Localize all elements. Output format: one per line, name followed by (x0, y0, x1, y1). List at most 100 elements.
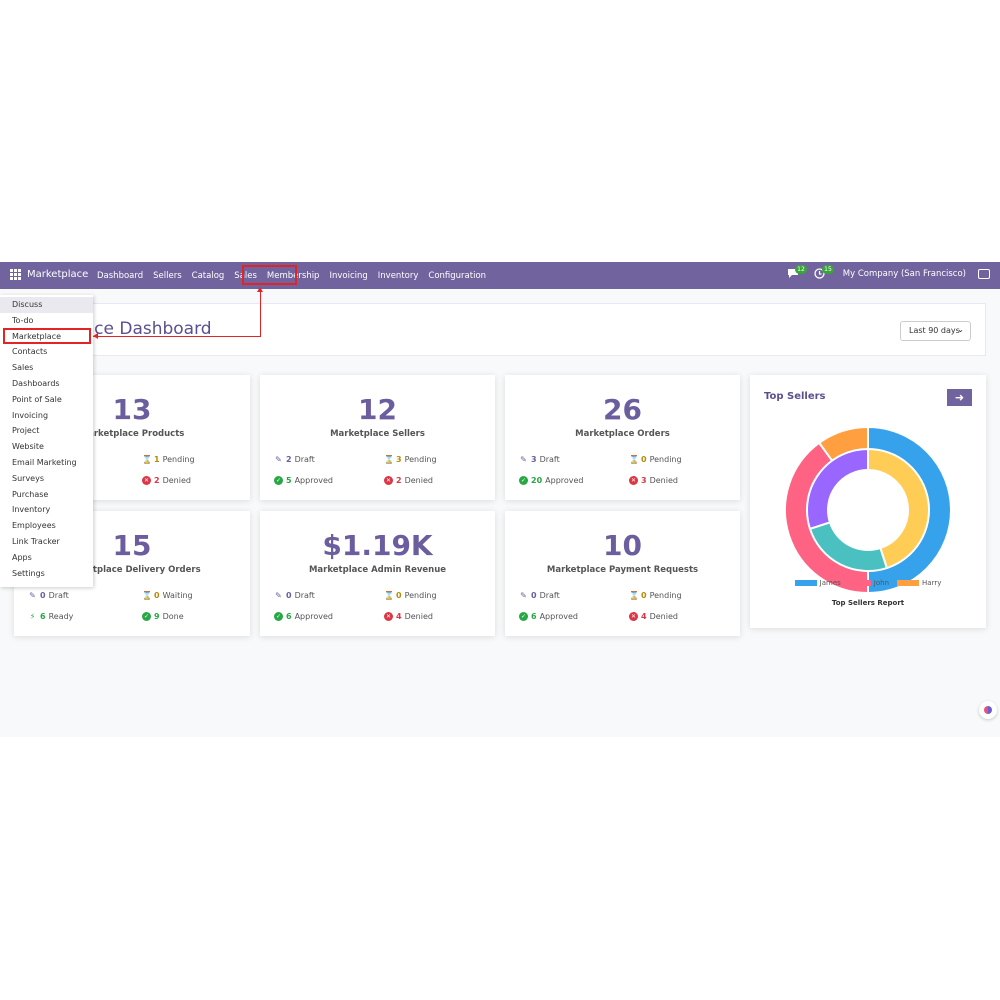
user-avatar-icon[interactable] (978, 269, 990, 279)
app-menu-item-surveys[interactable]: Surveys (12, 473, 44, 483)
revenue-denied[interactable]: ✕ 4 Denied (384, 612, 433, 621)
check-circle-icon: ✓ (274, 476, 283, 485)
app-menu-item-employees[interactable]: Employees (12, 521, 56, 531)
chart-legend: James John Harry (750, 579, 986, 587)
revenue-pending[interactable]: ⌛ 0 Pending (384, 591, 437, 600)
period-select-value: Last 90 days (909, 326, 960, 335)
apps-grid-icon[interactable] (10, 269, 21, 280)
app-menu-item-settings[interactable]: Settings (12, 568, 45, 578)
app-menu-item-inventory[interactable]: Inventory (12, 505, 51, 515)
products-count: 13 (112, 393, 152, 426)
times-circle-icon: ✕ (629, 612, 638, 621)
app-menu-item-link-tracker[interactable]: Link Tracker (12, 536, 60, 546)
annotation-arrow-vertical (260, 290, 261, 337)
card-payment-requests[interactable]: 10 Marketplace Payment Requests ✎ 0 Draf… (505, 511, 740, 636)
products-denied[interactable]: ✕ 2 Denied (142, 476, 191, 485)
sellers-count: 12 (358, 393, 397, 426)
assistant-button[interactable] (979, 701, 997, 719)
menu-sales[interactable]: Sales (234, 271, 257, 281)
edit-icon: ✎ (29, 591, 36, 600)
check-circle-icon: ✓ (519, 612, 528, 621)
app-menu-item-apps[interactable]: Apps (12, 552, 32, 562)
arrow-right-button[interactable]: ➜ (947, 389, 972, 406)
app-menu-item-contacts[interactable]: Contacts (12, 347, 48, 357)
orders-draft[interactable]: ✎ 3 Draft (520, 455, 560, 464)
legend-item[interactable]: John (848, 579, 889, 587)
legend-item[interactable]: Harry (897, 579, 941, 587)
payments-denied[interactable]: ✕ 4 Denied (629, 612, 678, 621)
hourglass-icon: ⌛ (629, 455, 639, 464)
card-admin-revenue[interactable]: $1.19K Marketplace Admin Revenue ✎ 0 Dra… (260, 511, 495, 636)
menu-dashboard[interactable]: Dashboard (97, 271, 144, 281)
app-menu-item-marketplace[interactable]: Marketplace (12, 331, 62, 341)
payments-pending[interactable]: ⌛ 0 Pending (629, 591, 682, 600)
app-menu-item-project[interactable]: Project (12, 426, 40, 436)
times-circle-icon: ✕ (384, 612, 393, 621)
app-menu-item-purchase[interactable]: Purchase (12, 489, 49, 499)
delivery-waiting[interactable]: ⌛ 0 Waiting (142, 591, 193, 600)
donut-slice[interactable] (867, 447, 930, 570)
sellers-denied[interactable]: ✕ 2 Denied (384, 476, 433, 485)
chart-caption: Top Sellers Report (831, 599, 905, 607)
top-sellers-title: Top Sellers (764, 391, 826, 402)
navbar-right: 12 15 My Company (San Francisco) (787, 265, 990, 280)
payments-label: Marketplace Payment Requests (546, 565, 699, 575)
revenue-draft[interactable]: ✎ 0 Draft (275, 591, 315, 600)
products-label: Marketplace Products (79, 429, 185, 439)
app-menu-item-website[interactable]: Website (12, 442, 44, 452)
delivery-draft[interactable]: ✎ 0 Draft (29, 591, 69, 600)
sellers-draft[interactable]: ✎ 2 Draft (275, 455, 315, 464)
dashboard-header: lace Dashboard Last 90 days ⌄ (14, 303, 986, 356)
menu-catalog[interactable]: Catalog (191, 271, 225, 281)
delivery-label: Marketplace Delivery Orders (63, 565, 201, 575)
legend-item[interactable]: James (794, 579, 841, 587)
app-menu-item-email-marketing[interactable]: Email Marketing (12, 457, 77, 467)
revenue-label: Marketplace Admin Revenue (308, 565, 447, 575)
membership-highlight-box (242, 265, 297, 285)
period-select[interactable]: Last 90 days ⌄ (900, 321, 971, 341)
hourglass-icon: ⌛ (142, 591, 152, 600)
top-sellers-card: Top Sellers ➜ James John Harry Top Selle… (750, 375, 986, 628)
edit-icon: ✎ (275, 455, 282, 464)
hourglass-icon: ⌛ (384, 455, 394, 464)
sellers-pending[interactable]: ⌛ 3 Pending (384, 455, 437, 464)
app-container: Marketplace Dashboard Sellers Catalog Sa… (0, 262, 1000, 737)
delivery-done[interactable]: ✓ 9 Done (142, 612, 184, 621)
revenue-amount: $1.19K (322, 529, 433, 562)
menu-sellers[interactable]: Sellers (153, 271, 182, 281)
times-circle-icon: ✕ (384, 476, 393, 485)
messages-icon[interactable]: 12 (787, 265, 807, 280)
revenue-approved[interactable]: ✓ 6 Approved (274, 612, 333, 621)
app-menu-item-to-do[interactable]: To-do (12, 315, 34, 325)
annotation-arrow-horizontal (93, 336, 261, 337)
donut-slice[interactable] (806, 447, 869, 531)
app-menu-item-dashboards[interactable]: Dashboards (12, 378, 60, 388)
orders-pending[interactable]: ⌛ 0 Pending (629, 455, 682, 464)
activities-clock-icon[interactable]: 15 (814, 265, 834, 280)
payments-count: 10 (603, 529, 642, 562)
menu-membership[interactable]: Membership (266, 271, 320, 281)
menu-inventory[interactable]: Inventory (377, 271, 419, 281)
sellers-approved[interactable]: ✓ 5 Approved (274, 476, 333, 485)
app-menu-item-sales[interactable]: Sales (12, 363, 34, 373)
payments-approved[interactable]: ✓ 6 Approved (519, 612, 578, 621)
annotation-arrowhead-left (93, 333, 98, 339)
menu-configuration[interactable]: Configuration (428, 271, 487, 281)
orders-denied[interactable]: ✕ 3 Denied (629, 476, 678, 485)
app-menu-item-invoicing[interactable]: Invoicing (12, 410, 49, 420)
payments-draft[interactable]: ✎ 0 Draft (520, 591, 560, 600)
sellers-label: Marketplace Sellers (330, 429, 425, 439)
orders-approved[interactable]: ✓ 20 Approved (519, 476, 584, 485)
card-orders[interactable]: 26 Marketplace Orders ✎ 3 Draft ⌛ 0 Pend… (505, 375, 740, 500)
app-menu-item-discuss[interactable]: Discuss (0, 297, 93, 313)
menu-invoicing[interactable]: Invoicing (329, 271, 368, 281)
orders-label: Marketplace Orders (575, 429, 670, 439)
delivery-ready[interactable]: ⚡ 6 Ready (29, 612, 74, 621)
products-pending[interactable]: ⌛ 1 Pending (142, 455, 195, 464)
hourglass-icon: ⌛ (142, 455, 152, 464)
messages-count-badge: 12 (795, 265, 807, 274)
app-menu-item-point-of-sale[interactable]: Point of Sale (12, 394, 62, 404)
company-switcher[interactable]: My Company (San Francisco) (842, 269, 966, 279)
card-sellers[interactable]: 12 Marketplace Sellers ✎ 2 Draft ⌛ 3 Pen… (260, 375, 495, 500)
app-brand[interactable]: Marketplace (27, 269, 89, 280)
